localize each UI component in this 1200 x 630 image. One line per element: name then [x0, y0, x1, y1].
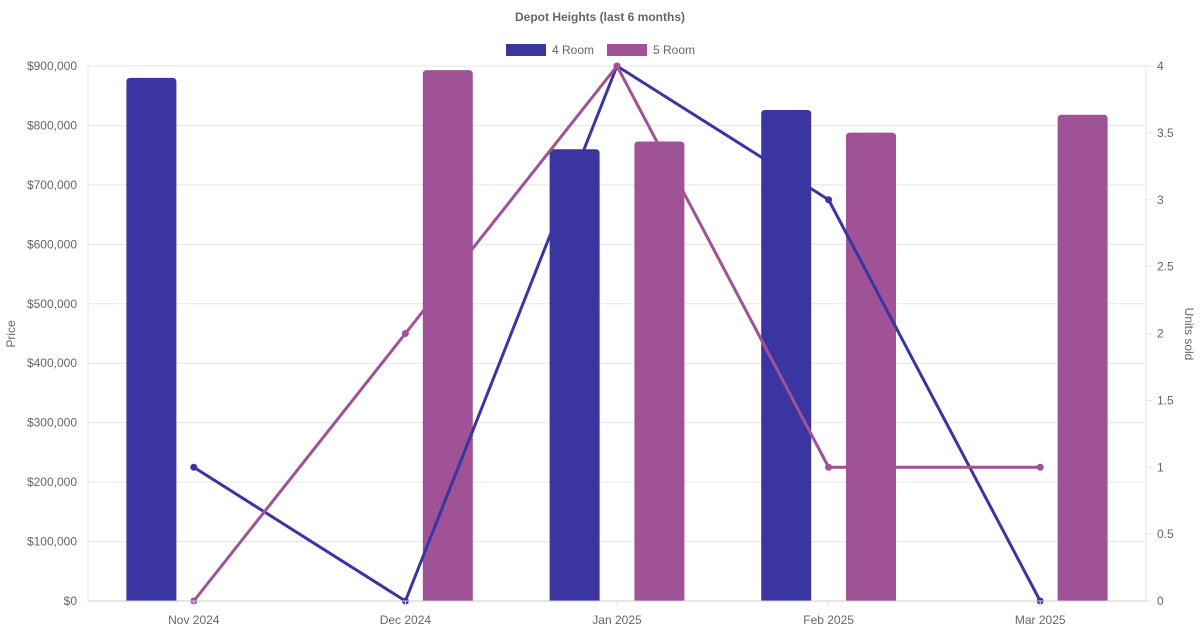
y-left-tick-label: $0 — [64, 594, 78, 608]
y-right-tick-label: 3.5 — [1157, 126, 1174, 140]
y-axis-right-title: Units sold — [1182, 308, 1196, 361]
x-tick-label: Feb 2025 — [803, 613, 854, 627]
y-right-tick-label: 4 — [1157, 59, 1164, 73]
y-left-tick-label: $300,000 — [27, 416, 77, 430]
legend-item[interactable]: 4 Room — [506, 43, 594, 57]
y-right-tick-label: 1 — [1157, 460, 1164, 474]
bar-5-room — [422, 70, 473, 601]
bar-5-room — [1057, 114, 1108, 601]
line-point — [825, 463, 833, 471]
line-point — [190, 463, 198, 471]
y-right-tick-label: 2 — [1157, 327, 1164, 341]
y-left-tick-label: $700,000 — [27, 178, 77, 192]
legend-label: 4 Room — [552, 43, 594, 57]
line-point — [613, 62, 621, 70]
y-left-tick-label: $900,000 — [27, 59, 77, 73]
line-5-room — [192, 64, 1041, 602]
y-right-tick-label: 3 — [1157, 193, 1164, 207]
line-point — [1036, 463, 1044, 471]
y-right-tick-label: 2.5 — [1157, 260, 1174, 274]
line-4-room — [192, 64, 1042, 603]
x-tick-label: Jan 2025 — [592, 613, 642, 627]
y-left-tick-label: $100,000 — [27, 535, 77, 549]
legend-item[interactable]: 5 Room — [607, 43, 695, 57]
line-point — [825, 196, 833, 204]
x-tick-label: Dec 2024 — [380, 613, 432, 627]
y-left-tick-label: $500,000 — [27, 297, 77, 311]
line-point — [401, 330, 409, 337]
y-right-tick-label: 1.5 — [1157, 393, 1174, 407]
bar-5-room — [846, 132, 896, 602]
y-left-tick-label: $800,000 — [27, 118, 77, 132]
legend-swatch — [506, 44, 546, 56]
legend-swatch — [607, 44, 647, 56]
bar-4-room — [761, 109, 812, 601]
lines — [190, 62, 1044, 605]
chart-title: Depot Heights (last 6 months) — [515, 10, 685, 24]
legend: 4 Room 5 Room — [506, 43, 695, 57]
y-right-tick-label: 0 — [1157, 594, 1164, 608]
x-tick-label: Mar 2025 — [1015, 613, 1066, 627]
y-axis-left-title: Price — [4, 320, 18, 348]
y-right-tick-label: 0.5 — [1157, 527, 1174, 541]
bar-4-room — [126, 77, 177, 601]
bar-5-room — [634, 141, 685, 601]
gridlines — [88, 65, 1146, 602]
bar-4-room — [549, 149, 600, 601]
legend-label: 5 Room — [653, 43, 695, 57]
y-left-tick-label: $400,000 — [27, 356, 77, 370]
bars — [126, 70, 1108, 602]
x-tick-label: Nov 2024 — [168, 613, 220, 627]
y-left-tick-label: $200,000 — [27, 475, 77, 489]
y-left-tick-label: $600,000 — [27, 237, 77, 251]
axes: $0 $100,000 $200,000 $300,000 $400,000 $500,0… — [27, 59, 1174, 627]
